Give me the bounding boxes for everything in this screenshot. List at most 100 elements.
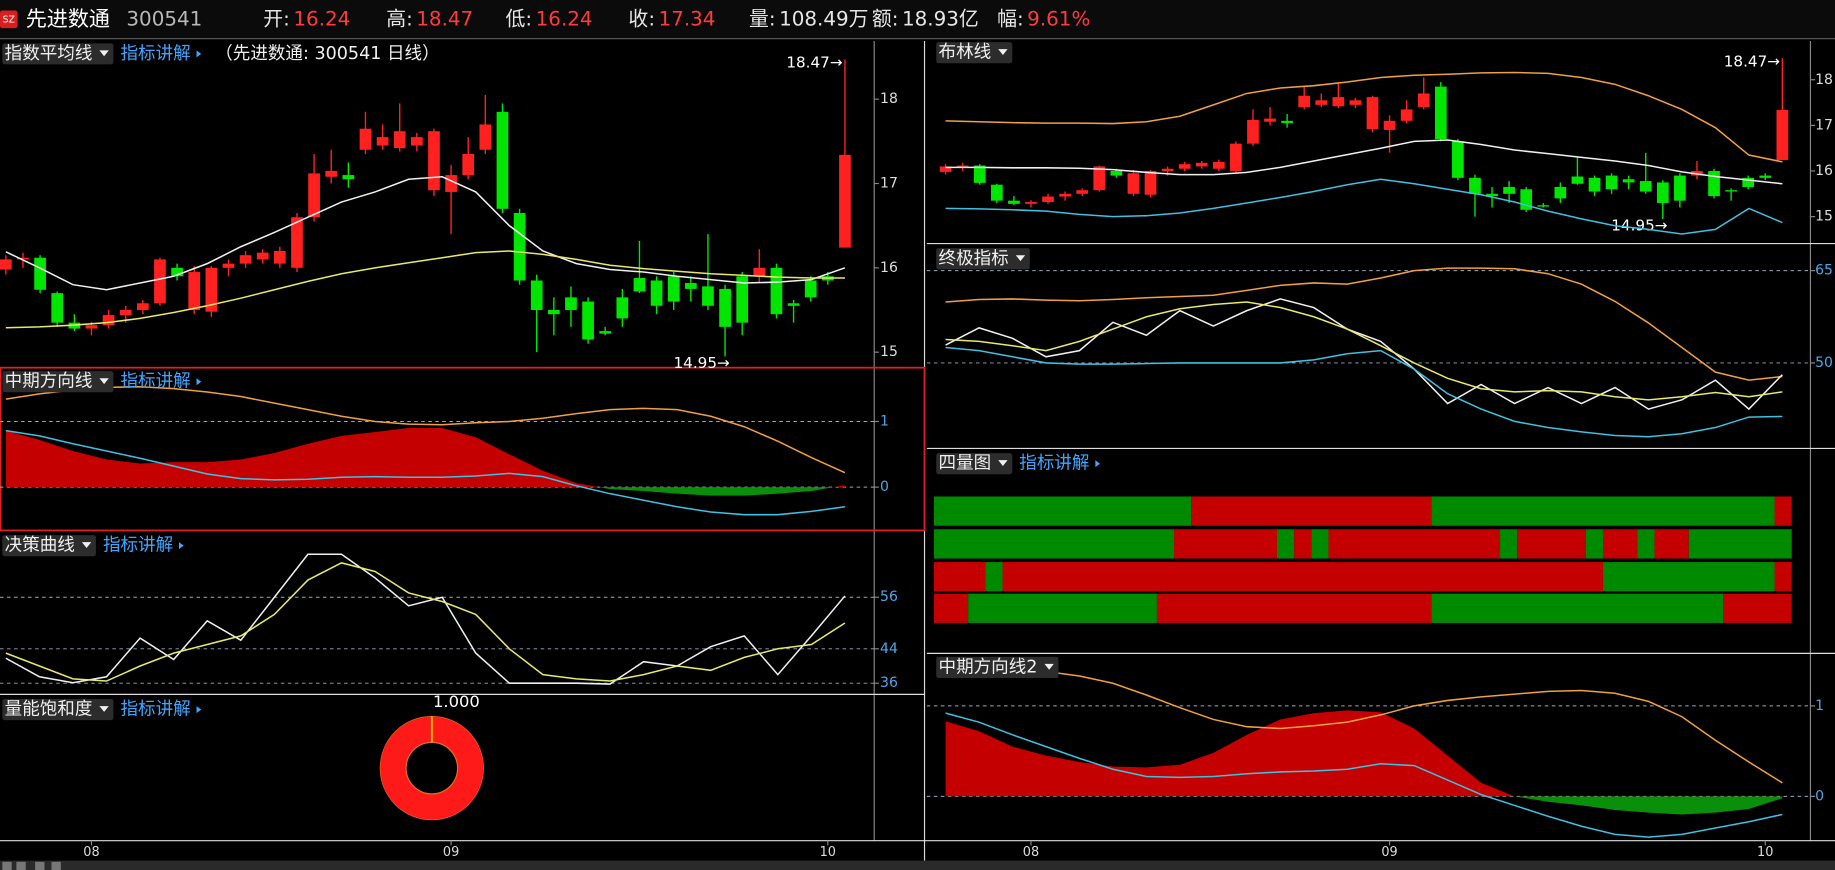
candle-body <box>1486 193 1498 197</box>
indicator-title[interactable]: 指数平均线 <box>5 44 93 64</box>
candle-body <box>239 255 252 264</box>
quad-block <box>933 496 1192 526</box>
y-tick-label: 15 <box>1815 209 1833 225</box>
toolbar-button[interactable] <box>16 861 26 870</box>
candle-body <box>1622 179 1635 183</box>
indicator-line <box>945 712 1783 838</box>
quad-block <box>1602 529 1638 559</box>
quad-block <box>1431 496 1775 526</box>
dropdown-arrow[interactable] <box>1044 663 1054 670</box>
high-label: 18.47→ <box>786 54 842 72</box>
indicator-line <box>945 668 1783 784</box>
field-label: 额: <box>872 7 899 30</box>
dropdown-arrow[interactable] <box>99 50 109 57</box>
y-tick-label: 0 <box>1815 788 1824 804</box>
indicator-title[interactable]: 中期方向线2 <box>939 657 1038 677</box>
candle-body <box>565 297 577 310</box>
indicator-title[interactable]: 布林线 <box>939 43 992 63</box>
candle-body <box>1332 97 1345 107</box>
candle-body <box>51 293 64 323</box>
candle-body <box>0 259 12 270</box>
selected-pane-frame <box>0 366 926 532</box>
bottom-toolbar <box>0 860 1835 870</box>
gauge-label: 1.000 <box>433 692 480 711</box>
candle-body <box>804 280 817 298</box>
toolbar-button[interactable] <box>2 861 12 870</box>
dropdown-arrow[interactable] <box>998 460 1008 467</box>
candle-body <box>1025 202 1037 204</box>
candle-body <box>513 213 526 281</box>
indicator-title[interactable]: 终极指标 <box>939 249 1009 269</box>
field-value: 9.61% <box>1027 7 1090 30</box>
toolbar-button[interactable] <box>51 861 61 870</box>
quad-block <box>1500 529 1518 559</box>
candle-body <box>1178 164 1191 169</box>
dropdown-arrow[interactable] <box>1015 255 1026 262</box>
candle-body <box>1417 93 1430 108</box>
y-tick-label: 65 <box>1815 263 1833 279</box>
quad-block <box>1585 529 1603 559</box>
candle-body <box>1059 193 1071 197</box>
field-value: 18.47 <box>416 7 473 30</box>
help-link[interactable]: 指标讲解 <box>120 700 190 720</box>
candle-body <box>633 277 646 292</box>
candle-body <box>1298 95 1311 108</box>
candle-body <box>119 309 132 316</box>
candle-body <box>939 166 952 172</box>
y-tick-label: 17 <box>880 175 898 191</box>
help-link[interactable]: 指标讲解 <box>1019 454 1089 474</box>
dropdown-arrow[interactable] <box>99 378 109 385</box>
candle-body <box>1349 100 1362 105</box>
help-link[interactable]: 指标讲解 <box>120 372 190 392</box>
dropdown-arrow[interactable] <box>998 49 1008 56</box>
candle-body <box>445 175 457 192</box>
dropdown-arrow[interactable] <box>99 706 109 712</box>
candle-body <box>85 325 98 329</box>
field-value: 16.24 <box>293 7 350 30</box>
help-arrow <box>196 50 202 58</box>
toolbar-button[interactable] <box>35 861 45 870</box>
candle-body <box>359 128 372 150</box>
indicator-menu[interactable] <box>936 248 1030 270</box>
area-positive <box>945 710 1515 797</box>
indicator-title[interactable]: 决策曲线 <box>5 536 75 556</box>
candle-body <box>171 267 183 277</box>
quad-block <box>1328 529 1501 559</box>
y-tick-label: 1 <box>1815 698 1824 714</box>
candle-body <box>787 303 800 306</box>
candle-body <box>770 267 783 315</box>
y-tick-label: 44 <box>880 641 898 657</box>
subtitle: （先进数通: 300541 日线） <box>215 44 439 64</box>
indicator-line <box>945 71 1783 163</box>
candle-body <box>956 165 969 167</box>
quad-block <box>1156 593 1432 623</box>
y-tick-label: 50 <box>1815 355 1833 371</box>
candle-body <box>342 175 355 180</box>
indicator-menu[interactable] <box>2 371 114 393</box>
candle-body <box>1383 120 1396 130</box>
indicator-menu[interactable] <box>936 453 1013 475</box>
indicator-title[interactable]: 量能饱和度 <box>5 700 93 720</box>
quad-block <box>985 562 1003 592</box>
y-tick-label: 0 <box>880 479 889 495</box>
candle-body <box>205 267 218 312</box>
help-link[interactable]: 指标讲解 <box>103 536 173 556</box>
indicator-menu[interactable] <box>2 43 114 65</box>
indicator-menu[interactable] <box>2 699 114 721</box>
candle-body <box>1195 162 1208 167</box>
candle-body <box>496 111 509 209</box>
help-link[interactable]: 指标讲解 <box>120 44 190 64</box>
indicator-title[interactable]: 四量图 <box>939 454 992 474</box>
indicator-line <box>945 301 1783 401</box>
indicator-menu[interactable] <box>936 656 1059 678</box>
indicator-line <box>5 175 846 291</box>
dropdown-arrow[interactable] <box>81 542 92 548</box>
candle-body <box>1093 166 1106 191</box>
candle-body <box>1674 175 1686 201</box>
quad-block <box>1174 529 1278 559</box>
indicator-title[interactable]: 中期方向线 <box>5 372 93 392</box>
indicator-menu[interactable] <box>936 42 1013 64</box>
candle-body <box>1571 176 1584 184</box>
indicator-menu[interactable] <box>2 535 96 557</box>
